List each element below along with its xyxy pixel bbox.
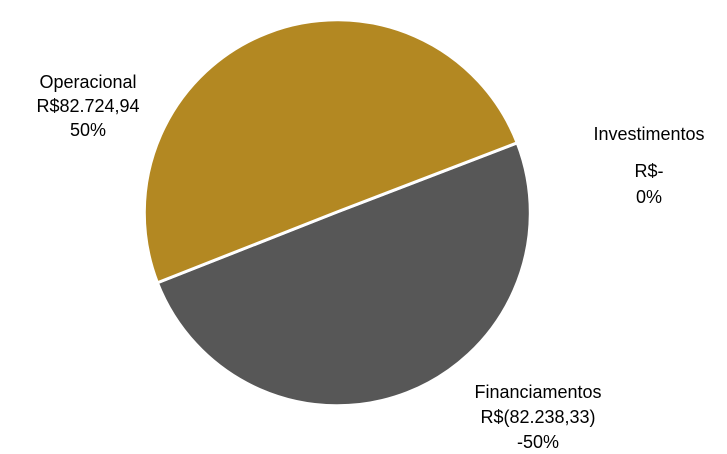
slice-financiamentos: [155, 141, 532, 408]
label-operacional: Operacional R$82.724,94 50%: [36, 72, 139, 140]
label-financiamentos-percent: -50%: [517, 432, 559, 452]
pie-slices: [142, 18, 532, 408]
slice-operacional: [142, 18, 519, 285]
label-investimentos-value: R$-: [634, 161, 663, 181]
label-operacional-percent: 50%: [70, 120, 106, 140]
label-investimentos: Investimentos R$- 0%: [593, 124, 704, 207]
label-financiamentos-value: R$(82.238,33): [480, 407, 595, 427]
label-investimentos-name: Investimentos: [593, 124, 704, 144]
label-financiamentos-name: Financiamentos: [474, 382, 601, 402]
label-operacional-name: Operacional: [39, 72, 136, 92]
label-operacional-value: R$82.724,94: [36, 96, 139, 116]
label-financiamentos: Financiamentos R$(82.238,33) -50%: [474, 382, 601, 452]
label-investimentos-percent: 0%: [636, 187, 662, 207]
